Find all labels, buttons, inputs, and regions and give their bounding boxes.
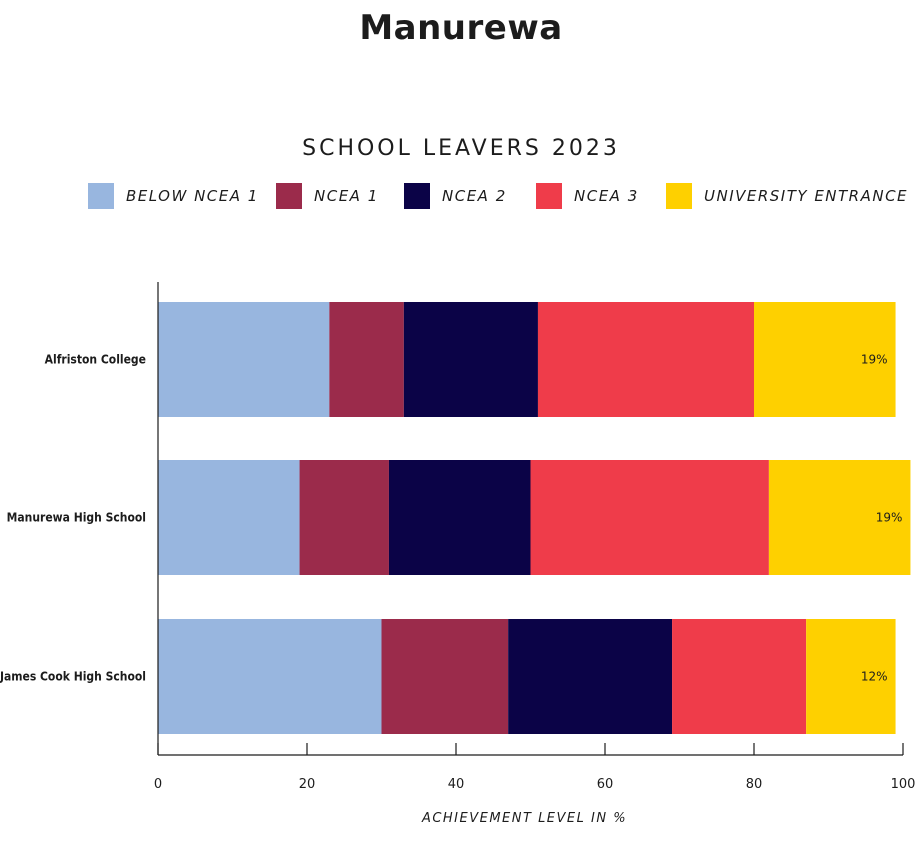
legend-label-ncea-1: NCEA 1 — [314, 187, 379, 205]
bar-james-cook-high-school-ncea-3 — [672, 619, 807, 734]
data-label-alfriston-college: 19% — [861, 353, 888, 367]
x-tick-label-60: 60 — [597, 777, 614, 792]
x-tick-label-80: 80 — [746, 777, 763, 792]
legend-item-ncea-3: NCEA 3 — [536, 182, 639, 210]
bar-alfriston-college-ncea-2 — [403, 302, 538, 417]
data-label-manurewa-high-school: 19% — [876, 511, 903, 525]
x-tick-label-20: 20 — [299, 777, 316, 792]
chart-title: SCHOOL LEAVERS 2023 — [302, 136, 620, 161]
page-title: Manurewa — [359, 8, 563, 48]
legend-swatch-below-ncea-1 — [88, 183, 114, 209]
legend-swatch-ncea-2 — [404, 183, 430, 209]
bar-manurewa-high-school-below-ncea-1 — [158, 460, 300, 575]
category-label-alfriston-college: Alfriston College — [45, 353, 146, 367]
bar-alfriston-college-ncea-1 — [329, 302, 404, 417]
bar-alfriston-college-university-entrance — [754, 302, 896, 417]
bar-james-cook-high-school-below-ncea-1 — [158, 619, 382, 734]
bar-manurewa-high-school-university-entrance — [768, 460, 911, 575]
bar-alfriston-college-below-ncea-1 — [158, 302, 330, 417]
legend-label-below-ncea-1: BELOW NCEA 1 — [126, 187, 259, 205]
data-label-james-cook-high-school: 12% — [861, 670, 888, 684]
legend-label-ncea-2: NCEA 2 — [442, 187, 507, 205]
legend-item-ncea-2: NCEA 2 — [404, 182, 507, 210]
bar-alfriston-college-ncea-3 — [537, 302, 754, 417]
legend-swatch-ncea-1 — [276, 183, 302, 209]
legend-swatch-ncea-3 — [536, 183, 562, 209]
x-axis-title: ACHIEVEMENT LEVEL IN % — [421, 811, 627, 826]
category-label-manurewa-high-school: Manurewa High School — [7, 511, 146, 525]
x-tick-label-40: 40 — [448, 777, 465, 792]
legend-item-university-entrance: UNIVERSITY ENTRANCE — [666, 182, 908, 210]
legend-swatch-university-entrance — [666, 183, 692, 209]
chart-legend: BELOW NCEA 1 NCEA 1 NCEA 2 NCEA 3 UNIVER… — [0, 182, 922, 212]
legend-item-below-ncea-1: BELOW NCEA 1 — [88, 182, 259, 210]
bar-james-cook-high-school-ncea-1 — [381, 619, 509, 734]
bar-manurewa-high-school-ncea-3 — [530, 460, 769, 575]
x-tick-label-100: 100 — [891, 777, 916, 792]
x-tick-label-0: 0 — [154, 777, 162, 792]
bar-manurewa-high-school-ncea-2 — [388, 460, 531, 575]
legend-item-ncea-1: NCEA 1 — [276, 182, 379, 210]
category-label-james-cook-high-school: James Cook High School — [0, 670, 146, 684]
bar-james-cook-high-school-ncea-2 — [508, 619, 673, 734]
bar-manurewa-high-school-ncea-1 — [299, 460, 389, 575]
bar-james-cook-high-school-university-entrance — [806, 619, 896, 734]
legend-label-university-entrance: UNIVERSITY ENTRANCE — [704, 187, 909, 205]
legend-label-ncea-3: NCEA 3 — [574, 187, 639, 205]
